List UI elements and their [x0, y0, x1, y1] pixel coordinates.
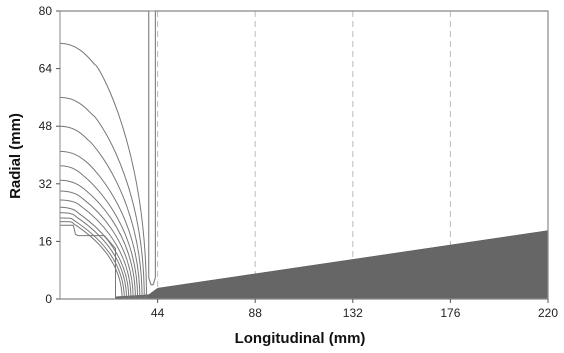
contour-line — [59, 206, 130, 300]
y-tick-label: 32 — [39, 177, 53, 191]
contour-line — [59, 179, 136, 300]
y-tick-label: 80 — [39, 4, 53, 18]
contour-line — [59, 42, 148, 300]
contour-line — [59, 217, 125, 300]
contour-line — [59, 150, 141, 300]
inner-step-line — [60, 224, 116, 299]
plot-frame — [59, 10, 549, 300]
contour-line — [59, 199, 132, 300]
y-axis-label: Radial (mm) — [7, 113, 24, 199]
y-tick-label: 0 — [45, 292, 52, 306]
x-tick-label: 44 — [151, 306, 165, 320]
contour-line — [59, 125, 143, 300]
x-tick-label: 88 — [249, 306, 263, 320]
axes: 0 16 32 48 64 80 44 88 132 176 220 — [39, 4, 559, 320]
y-tick-label: 64 — [39, 62, 53, 76]
contour-line — [59, 190, 134, 300]
x-tick-label: 176 — [440, 306, 460, 320]
wedge-area — [115, 230, 549, 300]
contour-line — [59, 212, 128, 300]
x-tick-label: 132 — [343, 306, 363, 320]
x-axis-label: Longitudinal (mm) — [235, 330, 366, 347]
y-tick-label: 16 — [39, 234, 53, 248]
contour-line — [59, 221, 123, 300]
y-tick-label: 48 — [39, 119, 53, 133]
x-tick-label: 220 — [538, 306, 558, 320]
contour-line — [59, 165, 139, 300]
series — [59, 10, 549, 300]
contour-line — [59, 96, 145, 300]
